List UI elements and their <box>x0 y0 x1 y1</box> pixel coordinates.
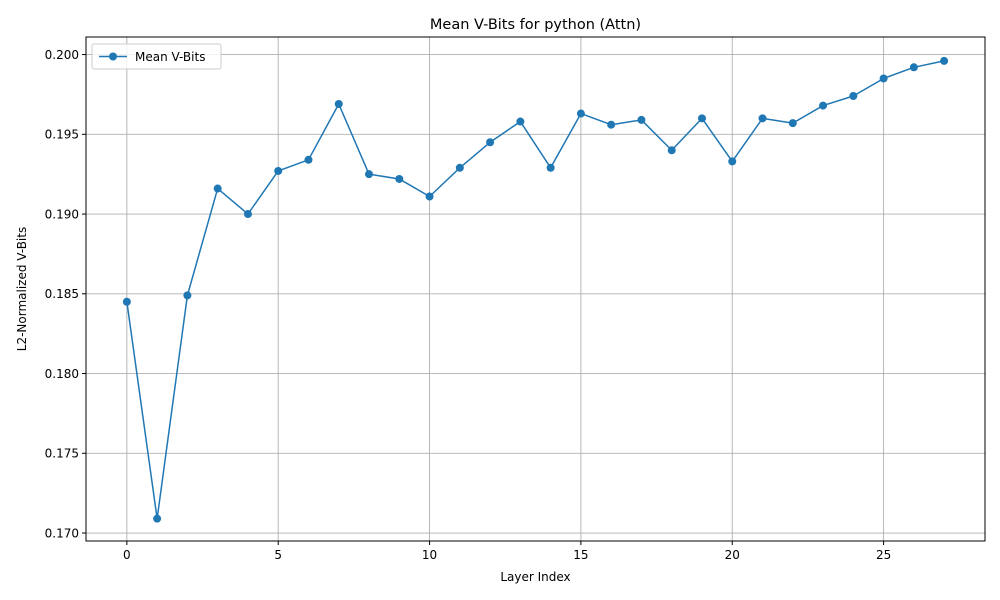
data-point <box>213 184 222 193</box>
x-tick-label: 15 <box>573 548 588 562</box>
series-layer <box>122 56 949 523</box>
data-point <box>365 170 374 179</box>
data-point <box>395 174 404 183</box>
data-point <box>819 101 828 110</box>
data-point <box>516 117 525 126</box>
legend-marker-swatch <box>109 52 117 61</box>
data-point <box>334 99 343 108</box>
data-point <box>879 74 888 83</box>
legend: Mean V-Bits <box>91 43 222 70</box>
data-point <box>637 115 646 124</box>
data-point <box>243 210 252 219</box>
data-point <box>486 138 495 147</box>
data-point <box>697 114 706 123</box>
data-point <box>849 92 858 101</box>
ticks: 0 5 10 15 20 25 0.170 0.175 0.180 0.185 0.190 0.195… <box>45 48 892 562</box>
data-point <box>122 297 131 306</box>
y-tick-label: 0.190 <box>45 207 79 221</box>
chart-title: Mean V-Bits for python (Attn) <box>430 17 641 33</box>
x-tick-label: 5 <box>274 548 282 562</box>
data-point <box>909 63 918 72</box>
data-point <box>758 114 767 123</box>
x-axis-label: Layer Index <box>500 570 570 584</box>
y-tick-label: 0.195 <box>45 128 79 142</box>
series-line <box>126 60 945 520</box>
y-tick-label: 0.185 <box>45 287 79 301</box>
data-point <box>274 166 283 175</box>
y-axis-label: L2-Normalized V-Bits <box>15 227 29 351</box>
x-tick-label: 10 <box>422 548 437 562</box>
y-tick-label: 0.200 <box>45 48 79 62</box>
y-tick-label: 0.170 <box>45 526 79 540</box>
data-point <box>667 146 676 155</box>
grid <box>86 37 985 541</box>
x-tick-label: 20 <box>725 548 740 562</box>
y-tick-label: 0.180 <box>45 367 79 381</box>
data-point <box>546 163 555 172</box>
data-point <box>728 157 737 166</box>
legend-label: Mean V-Bits <box>135 50 205 64</box>
x-tick-label: 25 <box>876 548 891 562</box>
y-tick-label: 0.175 <box>45 447 79 461</box>
data-point <box>788 119 797 128</box>
data-point <box>153 514 162 523</box>
data-point <box>183 291 192 300</box>
data-point <box>576 109 585 118</box>
plot-frame <box>85 36 986 542</box>
data-point <box>304 155 313 164</box>
x-tick-label: 0 <box>123 548 131 562</box>
data-point <box>425 192 434 201</box>
legend-box <box>91 43 222 70</box>
data-point <box>607 120 616 129</box>
data-point <box>940 56 949 65</box>
data-point <box>455 163 464 172</box>
